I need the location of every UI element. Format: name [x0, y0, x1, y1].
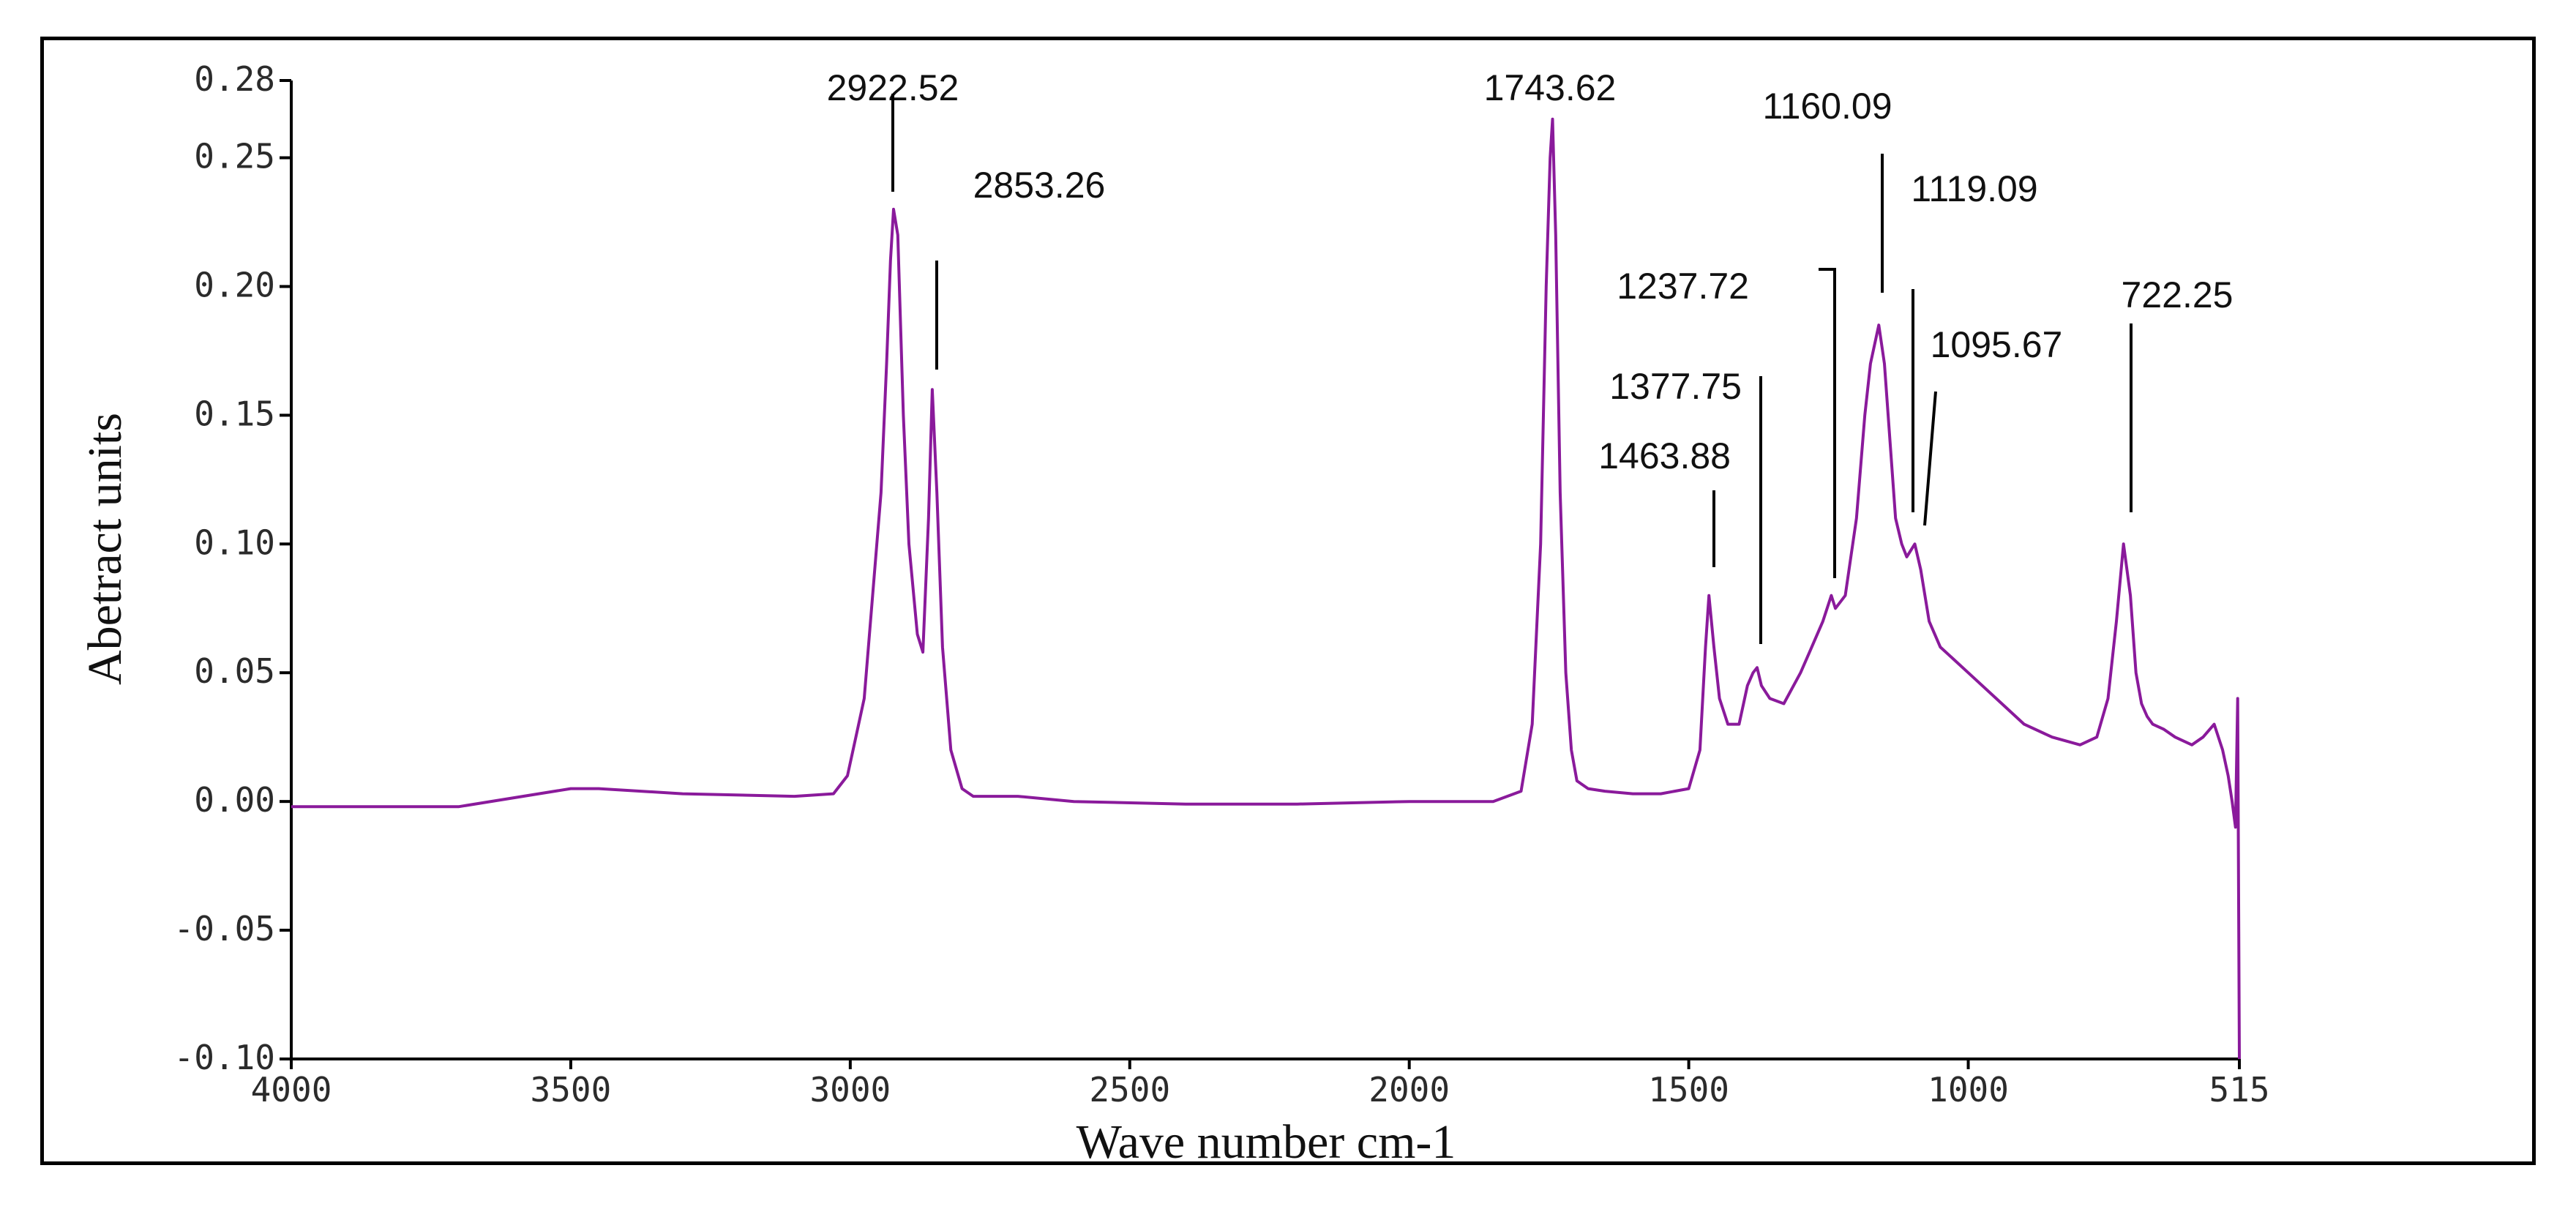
x-tick-label: 3000 [809, 1070, 891, 1109]
y-tick-label: 0.00 [194, 780, 275, 820]
peak-label: 1463.88 [1598, 435, 1731, 476]
y-tick-label: -0.10 [174, 1038, 275, 1077]
peak-leader-line [1819, 268, 1836, 578]
x-tick-label: 2500 [1089, 1070, 1170, 1109]
peak-leader-line [1923, 391, 1937, 526]
peak-label: 2853.26 [973, 165, 1106, 206]
y-tick-label: 0.10 [194, 523, 275, 562]
x-axis-title: Wave number cm-1 [1077, 1115, 1456, 1169]
y-tick-label: 0.05 [194, 651, 275, 691]
y-ticks: 0.28 0.25 0.20 0.15 0.10 0.05 0.00 -0.05 -0.10 [174, 59, 291, 1077]
spectrum-line [291, 117, 2241, 1060]
x-ticks: 4000 3500 3000 2500 2000 1500 1000 515 [251, 1059, 2270, 1109]
x-tick-label: 3500 [531, 1070, 612, 1109]
y-tick-label: 0.28 [194, 59, 275, 99]
x-tick-label: 1500 [1648, 1070, 1729, 1109]
y-axis-title: Abetract units [78, 413, 132, 685]
peak-label: 1095.67 [1931, 324, 2063, 365]
y-tick-label: -0.05 [174, 909, 275, 948]
y-tick-label: 0.15 [194, 394, 275, 433]
peak-label: 1160.09 [1762, 86, 1892, 127]
x-tick-label: 4000 [251, 1070, 332, 1109]
peak-label: 1237.72 [1617, 266, 1749, 307]
peak-label: 1377.75 [1609, 366, 1742, 407]
x-tick-label: 515 [2209, 1070, 2269, 1109]
peak-label: 722.25 [2122, 274, 2234, 315]
peak-label: 1119.09 [1911, 168, 2037, 209]
peak-label: 1743.62 [1484, 67, 1617, 108]
figure-frame [40, 37, 2536, 1165]
x-tick-label: 2000 [1368, 1070, 1450, 1109]
x-tick-label: 1000 [1928, 1070, 2009, 1109]
y-tick-label: 0.25 [194, 137, 275, 176]
y-tick-label: 0.20 [194, 265, 275, 304]
axes [290, 81, 2239, 1060]
